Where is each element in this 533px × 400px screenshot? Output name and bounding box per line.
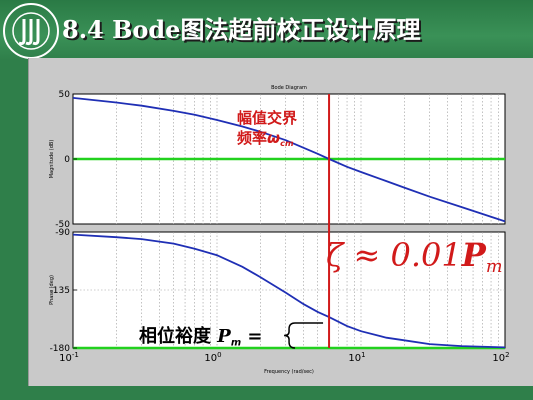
magnitude-plot: 50 0 -50 Magnitude (dB) Bode Diagram	[49, 85, 506, 230]
bode-chart: 50 0 -50 Magnitude (dB) Bode Diagram -90 -135 -…	[49, 85, 510, 375]
y-tick-label: -135	[50, 286, 70, 296]
y-tick-label: -180	[50, 344, 71, 354]
y-tick-label: 0	[64, 155, 70, 165]
y-tick-label: -50	[55, 220, 70, 230]
y-tick-label: -90	[55, 228, 70, 238]
series-line	[72, 233, 506, 349]
phase-margin-bracket	[284, 322, 324, 349]
x-tick-label: 10-1	[59, 351, 79, 364]
x-tick-label: 101	[348, 351, 365, 364]
zeta-formula: ζ ≈ 0.01Pm	[326, 236, 503, 278]
university-logo	[3, 3, 59, 59]
y-axis-label: Magnitude (dB)	[49, 140, 55, 179]
crossover-label-line2: 频率ωcm	[237, 129, 294, 148]
series-line	[72, 97, 506, 223]
slide-title: 8.4 Bode图法超前校正设计原理	[62, 15, 421, 44]
y-axis-label: Phase (deg)	[49, 275, 55, 305]
crossover-label-line1: 幅值交界	[237, 109, 298, 127]
x-tick-label: 102	[492, 351, 509, 364]
chart-title: Bode Diagram	[271, 85, 307, 91]
phase-margin-label: 相位裕度 Pm =	[139, 326, 263, 349]
slide-header	[0, 0, 533, 60]
x-tick-label: 100	[204, 351, 221, 364]
y-tick-label: 50	[59, 90, 71, 100]
x-axis-label: Frequency (rad/sec)	[264, 369, 314, 375]
